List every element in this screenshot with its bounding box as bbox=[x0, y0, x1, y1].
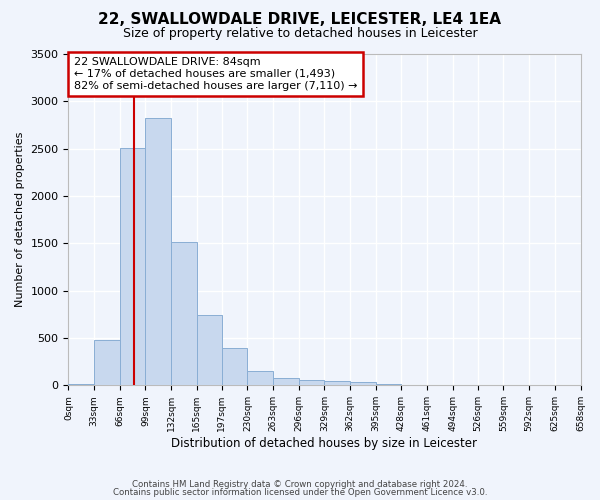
Text: 22, SWALLOWDALE DRIVE, LEICESTER, LE4 1EA: 22, SWALLOWDALE DRIVE, LEICESTER, LE4 1E… bbox=[98, 12, 502, 28]
Text: Contains HM Land Registry data © Crown copyright and database right 2024.: Contains HM Land Registry data © Crown c… bbox=[132, 480, 468, 489]
Bar bbox=[68, 384, 94, 386]
Bar bbox=[120, 148, 145, 386]
Bar bbox=[325, 381, 350, 386]
Bar bbox=[299, 380, 325, 386]
Bar bbox=[94, 340, 120, 386]
Bar bbox=[247, 371, 273, 386]
Bar bbox=[273, 378, 299, 386]
Text: 22 SWALLOWDALE DRIVE: 84sqm
← 17% of detached houses are smaller (1,493)
82% of : 22 SWALLOWDALE DRIVE: 84sqm ← 17% of det… bbox=[74, 58, 357, 90]
Text: Contains public sector information licensed under the Open Government Licence v3: Contains public sector information licen… bbox=[113, 488, 487, 497]
Text: Size of property relative to detached houses in Leicester: Size of property relative to detached ho… bbox=[122, 28, 478, 40]
Bar bbox=[171, 242, 197, 386]
Bar bbox=[197, 316, 222, 386]
Y-axis label: Number of detached properties: Number of detached properties bbox=[15, 132, 25, 308]
Bar bbox=[222, 348, 247, 386]
Bar bbox=[376, 384, 401, 386]
Bar bbox=[145, 118, 171, 386]
Bar bbox=[350, 382, 376, 386]
X-axis label: Distribution of detached houses by size in Leicester: Distribution of detached houses by size … bbox=[172, 437, 478, 450]
